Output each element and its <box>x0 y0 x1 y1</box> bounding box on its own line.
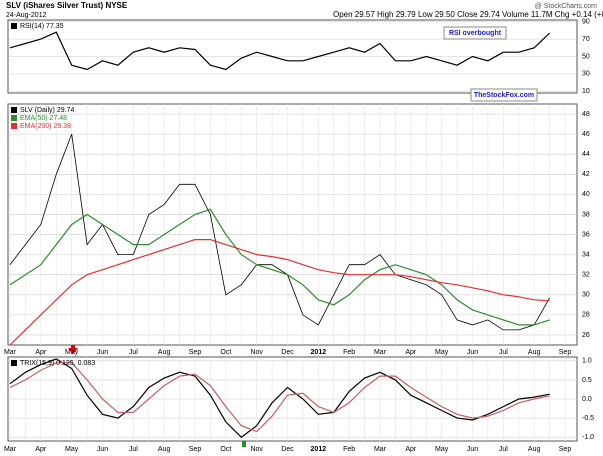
x-tick-label: Aug <box>158 446 171 453</box>
chart-title: SLV (iShares Silver Trust) NYSE <box>6 1 128 10</box>
y-tick-label: 0.0 <box>582 396 592 403</box>
y-tick-label: -1.0 <box>582 434 594 441</box>
x-tick-label: Mar <box>374 349 387 356</box>
x-tick-label: Jul <box>129 349 138 356</box>
x-tick-label: Feb <box>343 446 355 453</box>
y-tick-label: 48 <box>582 111 590 118</box>
x-tick-label: Nov <box>250 446 263 453</box>
x-tick-label: Sep <box>559 446 572 453</box>
y-tick-label: 44 <box>582 151 590 158</box>
x-tick-label: 2012 <box>311 349 327 356</box>
y-tick-label: 0.5 <box>582 377 592 384</box>
x-tick-label: Mar <box>4 446 17 453</box>
y-tick-label: 32 <box>582 272 590 279</box>
legend-swatch <box>11 107 17 113</box>
panel <box>7 103 578 346</box>
x-tick-label: Sep <box>189 349 202 356</box>
legend-label: RSI(14) 77.35 <box>20 23 64 30</box>
x-tick-label: Oct <box>220 446 231 453</box>
x-tick-label: 2012 <box>311 446 327 453</box>
date: 24-Aug-2012 <box>6 12 47 19</box>
y-tick-label: 30 <box>582 292 590 299</box>
x-tick-label: May <box>65 349 79 356</box>
y-tick-label: -0.5 <box>582 415 594 422</box>
x-tick-label: Oct <box>220 349 231 356</box>
x-tick-label: Jun <box>467 349 478 356</box>
x-tick-label: Sep <box>189 446 202 453</box>
y-tick-label: 1.0 <box>582 358 592 365</box>
annotation: TheStockFox.com <box>474 92 534 99</box>
legend-swatch <box>11 360 17 366</box>
sell-arrow <box>68 342 78 354</box>
annotation: RSI overbought <box>449 30 502 37</box>
x-tick-label: Apr <box>35 349 47 356</box>
legend-swatch <box>11 115 17 121</box>
legend-label: EMA(50) 27.48 <box>20 115 67 122</box>
y-tick-label: 10 <box>582 88 590 95</box>
y-tick-label: 42 <box>582 171 590 178</box>
legend-swatch <box>11 23 17 29</box>
x-tick-label: Feb <box>343 349 355 356</box>
x-tick-label: Dec <box>281 446 294 453</box>
y-tick-label: 34 <box>582 251 590 258</box>
y-tick-label: 28 <box>582 312 590 319</box>
x-tick-label: Mar <box>4 349 17 356</box>
x-tick-label: Nov <box>250 349 263 356</box>
series-line <box>9 31 551 71</box>
y-tick-label: 46 <box>582 131 590 138</box>
x-tick-label: Aug <box>158 349 171 356</box>
x-tick-label: May <box>435 349 449 356</box>
series-line <box>9 239 550 346</box>
x-tick-label: Sep <box>559 349 572 356</box>
x-tick-label: Aug <box>528 446 541 453</box>
x-tick-label: Jul <box>499 446 508 453</box>
legend-label: SLV (Daily) 29.74 <box>20 107 74 114</box>
x-tick-label: May <box>435 446 449 453</box>
y-tick-label: 90 <box>582 19 590 26</box>
series-line <box>9 208 550 326</box>
y-tick-label: 50 <box>582 53 590 60</box>
series-line <box>9 133 550 331</box>
x-tick-label: Jul <box>499 349 508 356</box>
x-tick-label: Mar <box>374 446 387 453</box>
annotation-box <box>443 26 507 40</box>
x-tick-label: May <box>65 446 79 453</box>
x-tick-label: Aug <box>528 349 541 356</box>
x-tick-label: Apr <box>405 349 417 356</box>
y-tick-label: 26 <box>582 332 590 339</box>
x-tick-label: Apr <box>35 446 47 453</box>
x-tick-label: Jun <box>97 349 108 356</box>
series-line <box>9 362 550 433</box>
y-tick-label: 36 <box>582 231 590 238</box>
y-tick-label: 40 <box>582 191 590 198</box>
legend-label: TRIX(15,9) 0.125, 0.083 <box>20 360 95 367</box>
legend-swatch <box>11 123 17 129</box>
legend-label: EMA(200) 29.38 <box>20 123 71 130</box>
source: @ StockCharts.com <box>535 3 598 10</box>
annotation-box <box>470 88 538 102</box>
quote: Open 29.57 High 29.79 Low 29.50 Close 29… <box>333 10 603 19</box>
x-tick-label: Jun <box>467 446 478 453</box>
y-tick-label: 30 <box>582 71 590 78</box>
y-tick-label: 70 <box>582 36 590 43</box>
x-tick-label: Apr <box>405 446 417 453</box>
series-line <box>9 358 550 438</box>
x-tick-label: Jun <box>97 446 108 453</box>
x-tick-label: Jul <box>129 446 138 453</box>
y-tick-label: 38 <box>582 211 590 218</box>
x-tick-label: Dec <box>281 349 294 356</box>
